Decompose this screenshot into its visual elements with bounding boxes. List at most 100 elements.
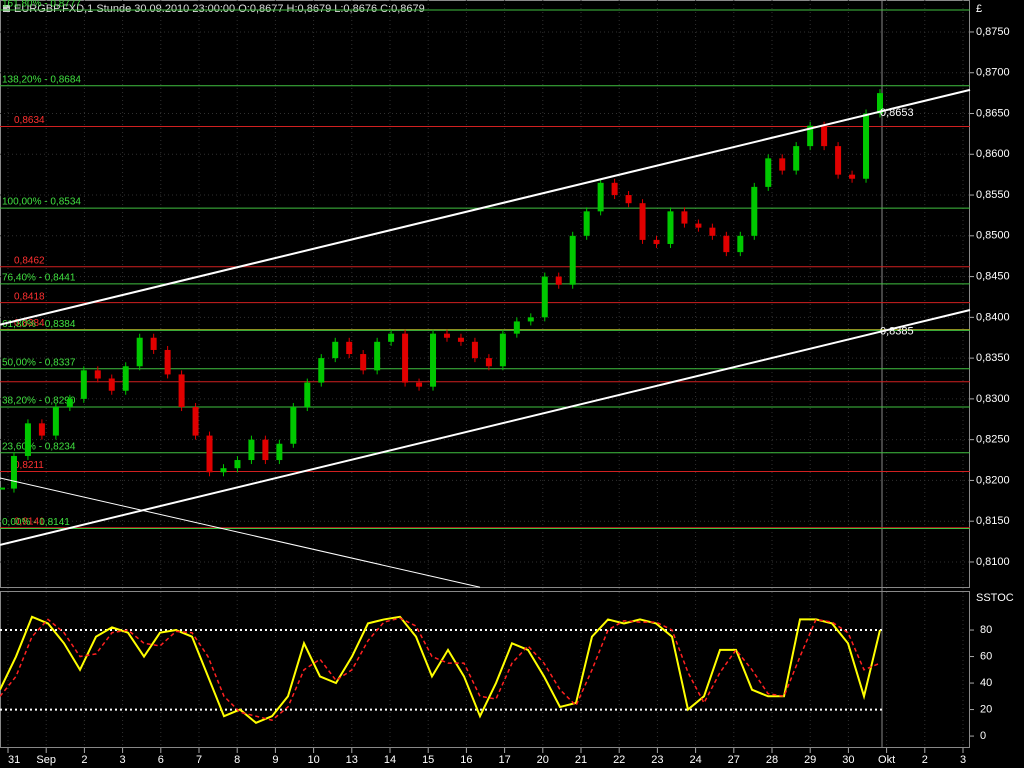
y-tick-label: 0,8500 — [976, 230, 1010, 242]
candle — [80, 370, 87, 399]
candle — [597, 182, 604, 212]
level-label: 0,8462 — [14, 255, 45, 266]
level-label: 0,8211 — [14, 460, 44, 471]
y-tick-label: 0,8700 — [976, 67, 1010, 79]
x-tick-label: 31 — [8, 754, 20, 766]
y-tick-label: 0,8450 — [976, 270, 1010, 282]
candle — [583, 211, 590, 236]
candle — [66, 398, 73, 408]
level-label: 138,20% - 0,8684 — [2, 74, 81, 85]
candle — [374, 341, 381, 371]
x-tick-label: 21 — [575, 754, 587, 766]
candle — [639, 203, 646, 240]
candle — [695, 223, 702, 228]
candle — [779, 158, 786, 171]
candle — [38, 423, 45, 436]
candle — [0, 487, 5, 490]
level-label: 23,60% - 0,8234 — [2, 441, 76, 452]
candle — [863, 113, 870, 179]
candle — [471, 341, 478, 359]
candle — [667, 211, 674, 244]
candle — [821, 125, 828, 147]
candle — [402, 333, 409, 383]
candle — [849, 174, 856, 179]
trend-line — [0, 309, 971, 546]
candle — [178, 374, 185, 408]
candle — [360, 354, 367, 371]
y-tick-label: 0,8650 — [976, 107, 1010, 119]
price-label: 0,8653 — [880, 107, 914, 119]
y-tick-label: 0,8600 — [976, 148, 1010, 160]
x-tick-label: 6 — [158, 754, 164, 766]
candle — [835, 146, 842, 175]
candle — [318, 358, 325, 383]
x-tick-label: 20 — [537, 754, 549, 766]
candle — [346, 341, 353, 355]
x-tick-label: 22 — [613, 754, 625, 766]
y-tick-label: 20 — [980, 703, 992, 715]
candle — [527, 317, 534, 322]
candle — [262, 439, 269, 461]
stoch-line — [0, 615, 881, 724]
y-tick-label: 0,8350 — [976, 352, 1010, 364]
x-tick-label: 23 — [651, 754, 663, 766]
y-tick-label: 0,8750 — [976, 26, 1010, 38]
x-tick-label: 9 — [272, 754, 278, 766]
level-label: 38,20% - 0,8290 — [2, 396, 76, 407]
y-tick-label: 0 — [980, 730, 986, 742]
level-label: 50,00% - 0,8337 — [2, 357, 76, 368]
candle — [122, 366, 129, 391]
candle — [793, 146, 800, 171]
level-label: 100,00% - 0,8534 — [2, 197, 81, 208]
y-tick-label: 60 — [980, 650, 992, 662]
x-tick-label: 17 — [498, 754, 510, 766]
y-tick-label: 0,8200 — [976, 474, 1010, 486]
level-label: 161,80% - 0,8777 — [2, 0, 81, 10]
x-tick-label: Okt — [878, 754, 895, 766]
candle — [457, 337, 464, 342]
candle — [192, 407, 199, 436]
candle — [388, 333, 395, 342]
candle — [611, 182, 618, 196]
x-tick-label: 2 — [81, 754, 87, 766]
candle — [150, 337, 157, 350]
trend-line — [0, 88, 971, 326]
candle — [234, 460, 241, 469]
candle — [877, 93, 883, 114]
currency-label: £ — [976, 3, 982, 15]
x-tick-label: 27 — [728, 754, 740, 766]
x-tick-label: 30 — [842, 754, 854, 766]
trend-line — [0, 477, 481, 588]
candle — [416, 382, 423, 387]
level-label: 0,8384 — [14, 318, 45, 329]
y-tick-label: 0,8550 — [976, 189, 1010, 201]
candle — [625, 195, 632, 204]
candle — [513, 321, 520, 334]
x-tick-label: 28 — [766, 754, 778, 766]
candle — [248, 439, 255, 461]
y-tick-label: 0,8400 — [976, 311, 1010, 323]
candle — [499, 333, 506, 367]
candle — [332, 341, 339, 359]
x-tick-label: 13 — [346, 754, 358, 766]
y-tick-label: 0,8150 — [976, 515, 1010, 527]
x-tick-label: 15 — [422, 754, 434, 766]
candle — [52, 407, 59, 436]
candle — [206, 435, 213, 473]
candle — [108, 378, 115, 391]
candle — [723, 235, 730, 253]
candle — [653, 239, 660, 244]
x-tick-label: 2 — [922, 754, 928, 766]
x-tick-label: 3 — [960, 754, 966, 766]
candle — [737, 235, 744, 253]
x-tick-label: 7 — [196, 754, 202, 766]
x-tick-label: 14 — [384, 754, 396, 766]
candle — [430, 333, 437, 387]
chart-header: EURGBP.FXD,1 Stunde 30.09.2010 23:00:00 … — [14, 3, 425, 15]
candle — [751, 186, 758, 236]
x-tick-label: 24 — [689, 754, 701, 766]
candle — [10, 455, 17, 489]
x-tick-label: Sep — [36, 754, 56, 766]
